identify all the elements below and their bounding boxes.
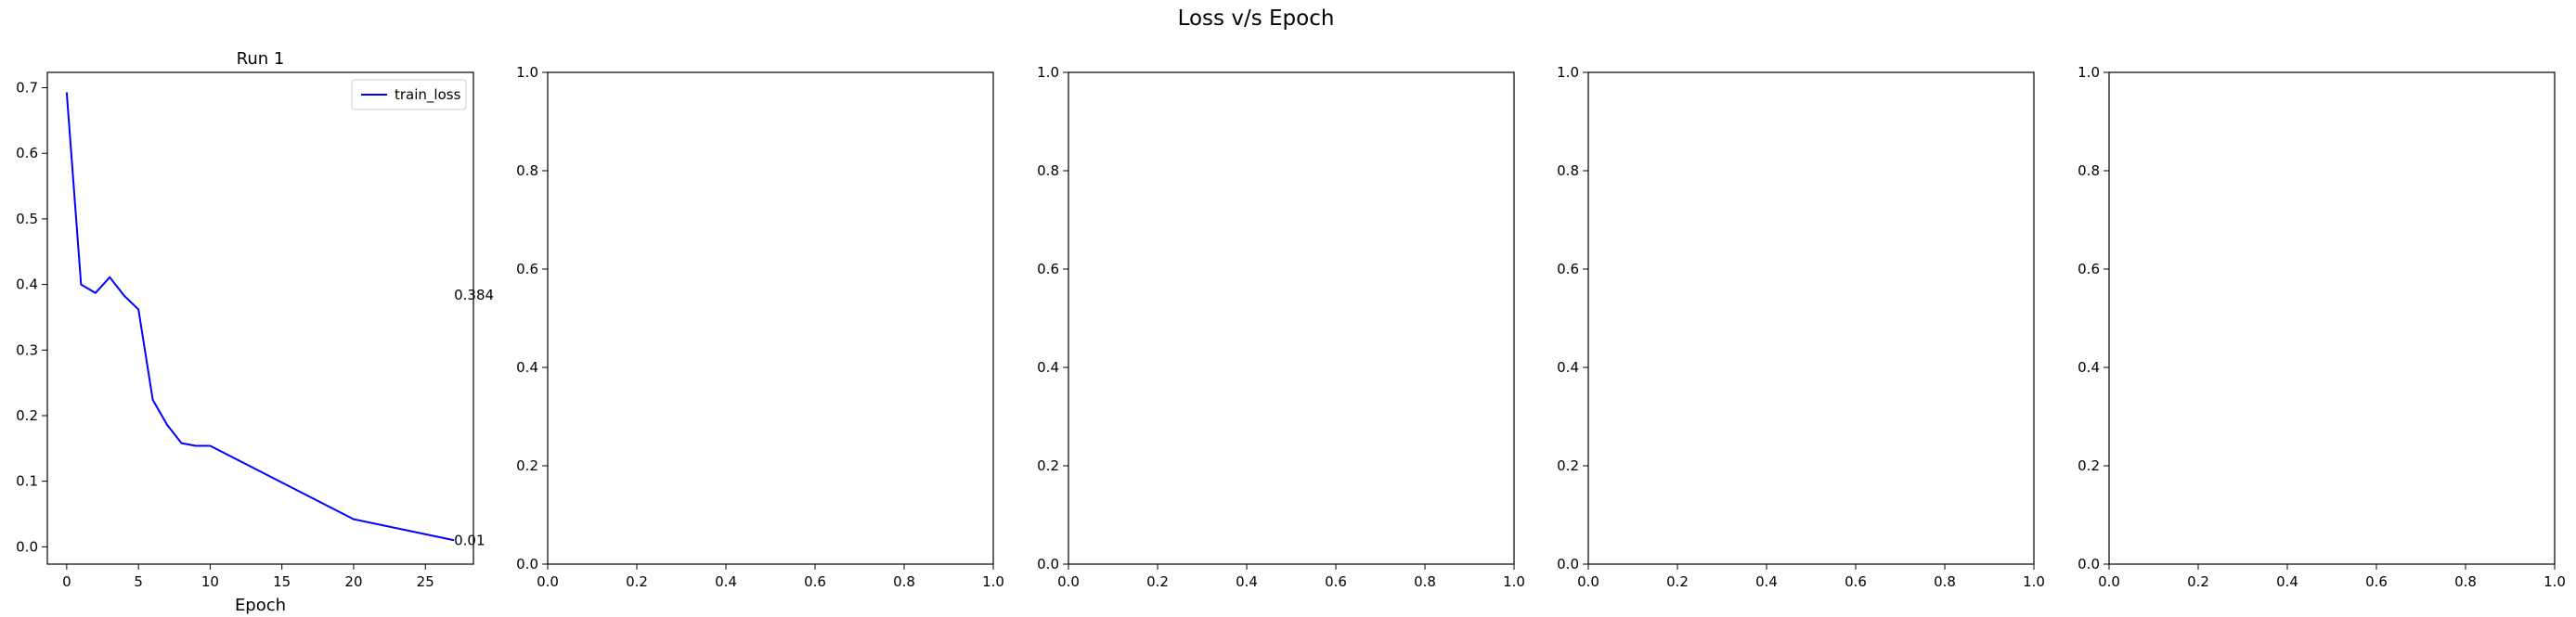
y-tick-label: 0.4: [16, 276, 38, 293]
x-tick-label: 1.0: [2544, 573, 2566, 590]
subplot-5: 0.0 0.2 0.4 0.6 0.8 1.0 0.0 0.2 0.4 0.6 0.8 1.0: [2078, 64, 2566, 590]
y-tick-label: 0.2: [2078, 457, 2100, 474]
x-tick-label: 5: [134, 573, 143, 590]
subplot-1: 0 5 10 15 20 25 0.0 0.1 0.2 0.3 0.4 0.5 0.6 0.7 Run 1 E…: [16, 49, 494, 615]
x-tick-label: 1.0: [2023, 573, 2045, 590]
y-tick-label: 0.2: [1557, 457, 1579, 474]
x-tick-label: 0.6: [804, 573, 826, 590]
x-tick-label: 0.6: [2365, 573, 2388, 590]
y-tick-label: 0.0: [16, 538, 38, 555]
axes-frame: [46, 71, 474, 565]
x-tick-label: 0.6: [1325, 573, 1347, 590]
axes-frame: [2108, 71, 2556, 565]
x-tick-label: 0.8: [893, 573, 915, 590]
x-tick-label: 0.0: [1577, 573, 1599, 590]
y-tick-label: 0.2: [16, 407, 38, 424]
x-axis-label: Epoch: [235, 596, 286, 615]
y-tick-label: 0.6: [2078, 261, 2100, 277]
x-tick-label: 0.6: [1845, 573, 1867, 590]
axes-frame: [1587, 71, 2035, 565]
y-tick-label: 0.8: [516, 162, 538, 179]
subplot-title: Run 1: [237, 49, 285, 69]
y-tick-label: 0.4: [1557, 359, 1579, 376]
x-tick-label: 0.4: [1236, 573, 1258, 590]
x-tick-label: 0.4: [715, 573, 737, 590]
y-tick-label: 0.0: [1037, 556, 1059, 572]
legend-label: train_loss: [395, 86, 461, 104]
value-annotation: 0.01: [454, 532, 485, 548]
axes-frame: [1068, 71, 1515, 565]
y-tick-label: 0.4: [516, 359, 538, 376]
y-tick-label: 0.2: [1037, 457, 1059, 474]
subplot-2: 0.0 0.2 0.4 0.6 0.8 1.0 0.0 0.2 0.4 0.6 0.8 1.0: [516, 64, 1004, 590]
y-tick-label: 0.6: [1557, 261, 1579, 277]
y-tick-label: 0.2: [516, 457, 538, 474]
x-tick-label: 0.8: [2454, 573, 2477, 590]
x-tick-label: 0: [62, 573, 71, 590]
subplot-panels: 0 5 10 15 20 25 0.0 0.1 0.2 0.3 0.4 0.5 0.6 0.7 Run 1 E…: [16, 49, 2566, 615]
x-tick-label: 0.0: [537, 573, 559, 590]
y-tick-label: 0.8: [2078, 162, 2100, 179]
x-tick-label: 0.4: [2276, 573, 2298, 590]
y-tick-label: 1.0: [1037, 64, 1059, 81]
y-tick-label: 0.4: [2078, 359, 2100, 376]
x-tick-label: 0.8: [1414, 573, 1436, 590]
x-tick-label: 0.2: [1146, 573, 1169, 590]
y-tick-label: 0.8: [1557, 162, 1579, 179]
y-tick-label: 0.0: [1557, 556, 1579, 572]
x-tick-label: 15: [273, 573, 291, 590]
x-tick-label: 0.2: [2187, 573, 2209, 590]
legend-box: [351, 79, 467, 110]
x-tick-label: 0.2: [626, 573, 648, 590]
x-tick-label: 25: [417, 573, 434, 590]
y-tick-label: 0.7: [16, 80, 38, 96]
x-tick-label: 0.2: [1666, 573, 1689, 590]
x-tick-label: 0.0: [2098, 573, 2120, 590]
axes-frame: [547, 71, 994, 565]
value-annotation: 0.384: [454, 287, 494, 303]
y-tick-label: 0.0: [2078, 556, 2100, 572]
series-line-train-loss: [65, 92, 455, 542]
y-tick-label: 1.0: [516, 64, 538, 81]
y-tick-label: 0.3: [16, 341, 38, 358]
x-tick-label: 10: [201, 573, 219, 590]
y-tick-label: 1.0: [2078, 64, 2100, 81]
y-tick-label: 0.6: [16, 145, 38, 161]
x-tick-label: 0.8: [1934, 573, 1956, 590]
y-tick-label: 0.1: [16, 473, 38, 490]
subplot-4: 0.0 0.2 0.4 0.6 0.8 1.0 0.0 0.2 0.4 0.6 0.8 1.0: [1557, 64, 2045, 590]
figure-suptitle: Loss v/s Epoch: [1178, 6, 1335, 31]
y-tick-label: 0.5: [16, 211, 38, 227]
y-tick-label: 0.6: [1037, 261, 1059, 277]
y-tick-label: 1.0: [1557, 64, 1579, 81]
subplot-3: 0.0 0.2 0.4 0.6 0.8 1.0 0.0 0.2 0.4 0.6 0.8 1.0: [1037, 64, 1525, 590]
x-tick-label: 1.0: [1503, 573, 1525, 590]
x-tick-label: 0.4: [1755, 573, 1778, 590]
x-tick-label: 1.0: [982, 573, 1004, 590]
y-tick-label: 0.4: [1037, 359, 1059, 376]
y-tick-label: 0.6: [516, 261, 538, 277]
x-tick-label: 20: [344, 573, 362, 590]
y-tick-label: 0.0: [516, 556, 538, 572]
x-tick-label: 0.0: [1057, 573, 1080, 590]
y-tick-label: 0.8: [1037, 162, 1059, 179]
legend: train_loss: [351, 79, 467, 110]
